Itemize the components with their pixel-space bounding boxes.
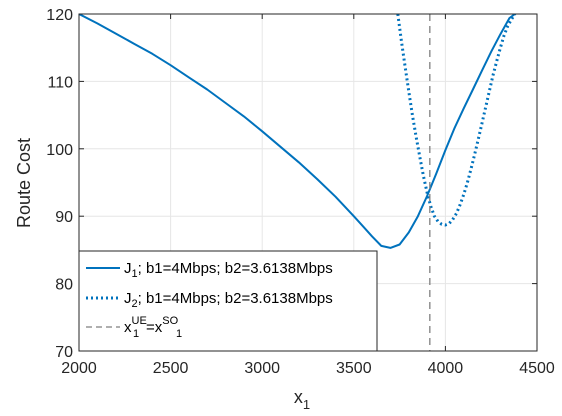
x-tick-label: 4000	[428, 360, 464, 377]
y-tick-label: 80	[55, 277, 73, 294]
y-tick-label: 90	[55, 209, 73, 226]
series-line-j2	[396, 14, 517, 227]
x-tick-label: 3500	[336, 360, 372, 377]
legend-box	[78, 250, 378, 352]
y-tick-label: 70	[55, 344, 73, 361]
y-tick-label: 100	[46, 142, 73, 159]
x-axis-label: x1	[294, 387, 310, 412]
y-ticks: 70 80 90 100 110 120	[46, 7, 537, 361]
x-tick-label: 2500	[153, 360, 189, 377]
legend-entry-j2: J2; b1=4Mbps; b2=3.6138Mbps	[124, 290, 333, 310]
x-tick-label: 3000	[244, 360, 280, 377]
legend-entry-j1: J1; b1=4Mbps; b2=3.6138Mbps	[124, 260, 333, 280]
y-axis-label: Route Cost	[14, 138, 34, 228]
legend: J1; b1=4Mbps; b2=3.6138Mbps J2; b1=4Mbps…	[78, 250, 378, 352]
x-tick-label: 4500	[519, 360, 555, 377]
y-tick-label: 110	[47, 74, 73, 91]
y-tick-label: 120	[46, 7, 73, 24]
x-tick-label: 2000	[61, 360, 97, 377]
legend-entry-equilibrium: xUE 1 =xSO 1	[124, 315, 182, 340]
series-group	[79, 14, 517, 351]
series-line-j1	[79, 14, 516, 249]
